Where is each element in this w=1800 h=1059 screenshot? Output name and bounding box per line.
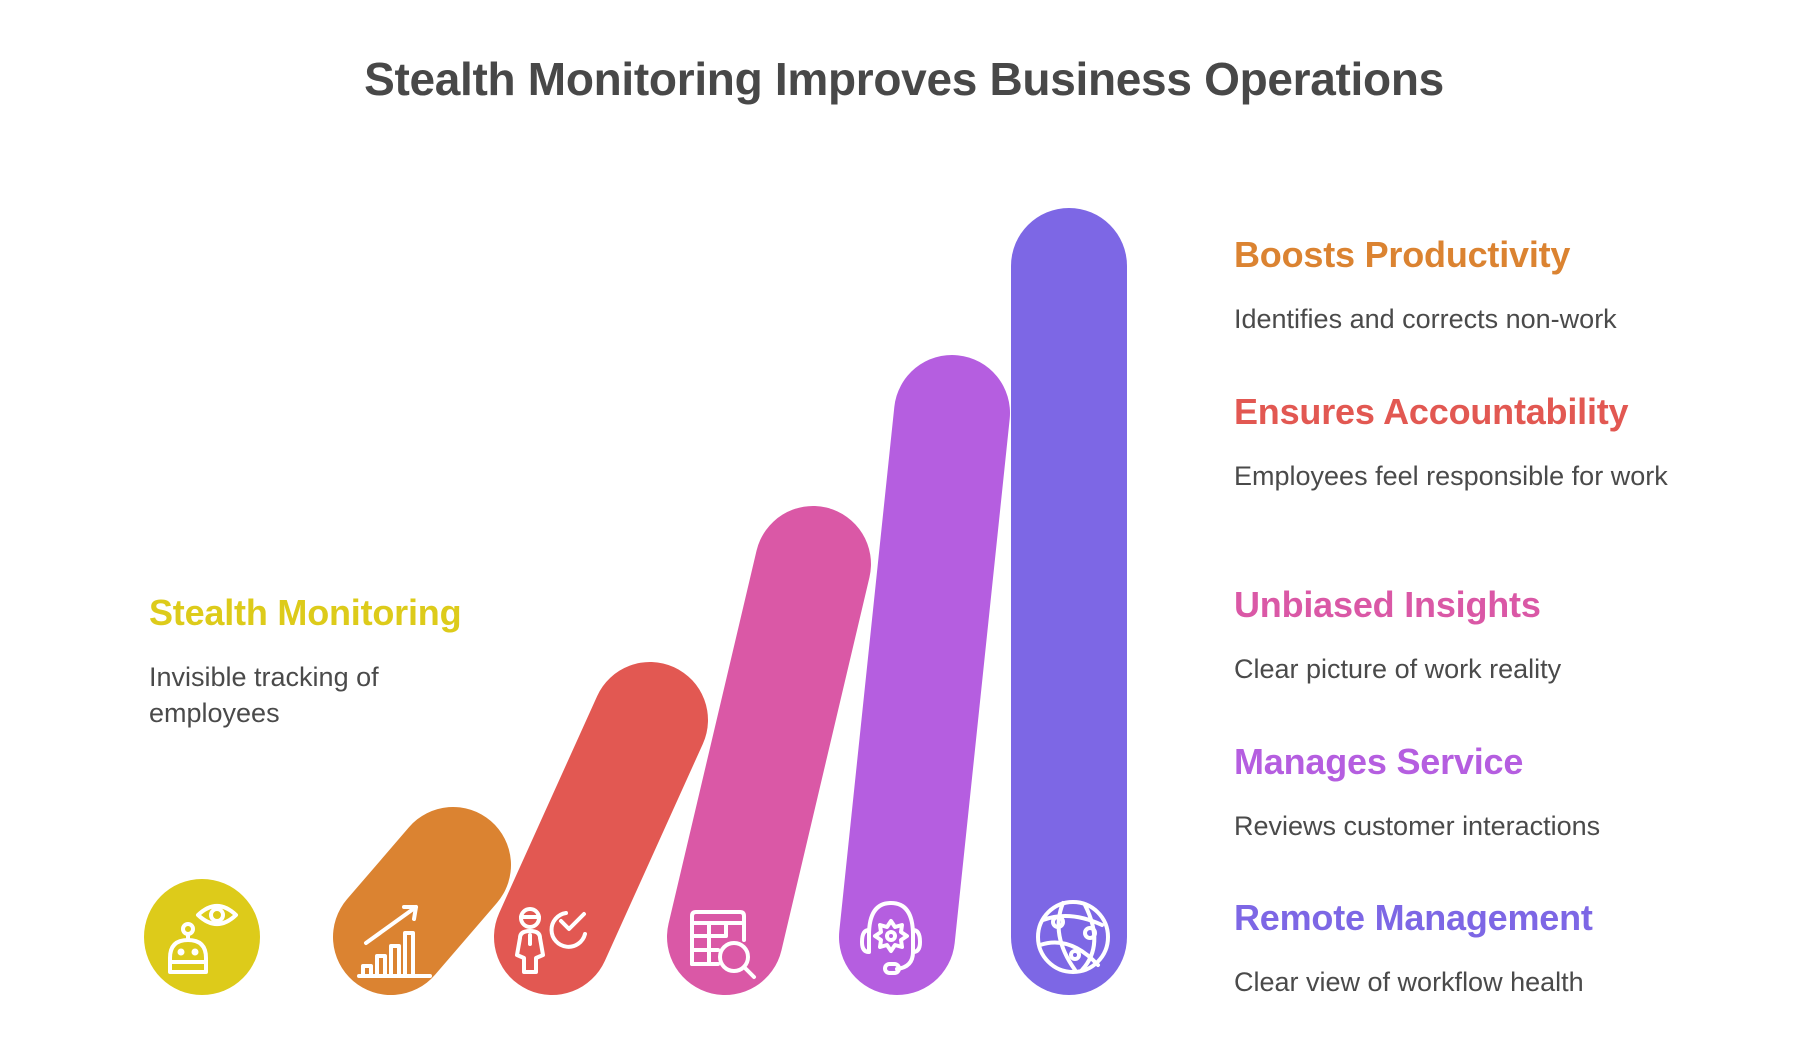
globe-network-icon: [1036, 900, 1110, 974]
benefit-description: Identifies and corrects non-work: [1234, 304, 1617, 334]
bar-ensures-accountability: [494, 662, 708, 995]
benefit-unbiased-insights: Unbiased Insights Clear picture of work …: [1234, 585, 1694, 687]
benefit-description: Employees feel responsible for work: [1234, 461, 1668, 491]
benefit-heading: Remote Management: [1234, 897, 1593, 938]
benefit-heading: Unbiased Insights: [1234, 584, 1541, 625]
benefit-description: Reviews customer interactions: [1234, 811, 1601, 841]
origin-description: Invisible tracking of employees: [149, 662, 379, 728]
bar-boosts-productivity: [333, 807, 511, 995]
person-check-icon: [515, 907, 587, 974]
origin-label: Stealth Monitoring Invisible tracking of…: [149, 593, 469, 731]
origin-bar: [144, 879, 260, 995]
table-search-icon: [690, 910, 756, 979]
growth-chart-icon: [357, 905, 432, 978]
headset-gear-icon: [860, 901, 922, 975]
origin-heading: Stealth Monitoring: [149, 592, 462, 633]
bar-unbiased-insights: [667, 506, 871, 995]
benefit-description: Clear picture of work reality: [1234, 654, 1562, 684]
benefit-remote-management: Remote Management Clear view of workflow…: [1234, 898, 1694, 1000]
benefit-boosts-productivity: Boosts Productivity Identifies and corre…: [1234, 235, 1694, 337]
benefit-heading: Manages Service: [1234, 741, 1524, 782]
benefit-heading: Ensures Accountability: [1234, 391, 1629, 432]
benefit-description: Clear view of workflow health: [1234, 967, 1584, 997]
benefit-heading: Boosts Productivity: [1234, 234, 1571, 275]
benefit-manages-service: Manages Service Reviews customer interac…: [1234, 742, 1694, 844]
page-title: Stealth Monitoring Improves Business Ope…: [364, 53, 1444, 105]
bar-manages-service: [839, 355, 1010, 995]
robot-eye-icon: [168, 904, 238, 974]
benefit-ensures-accountability: Ensures Accountability Employees feel re…: [1234, 392, 1674, 494]
